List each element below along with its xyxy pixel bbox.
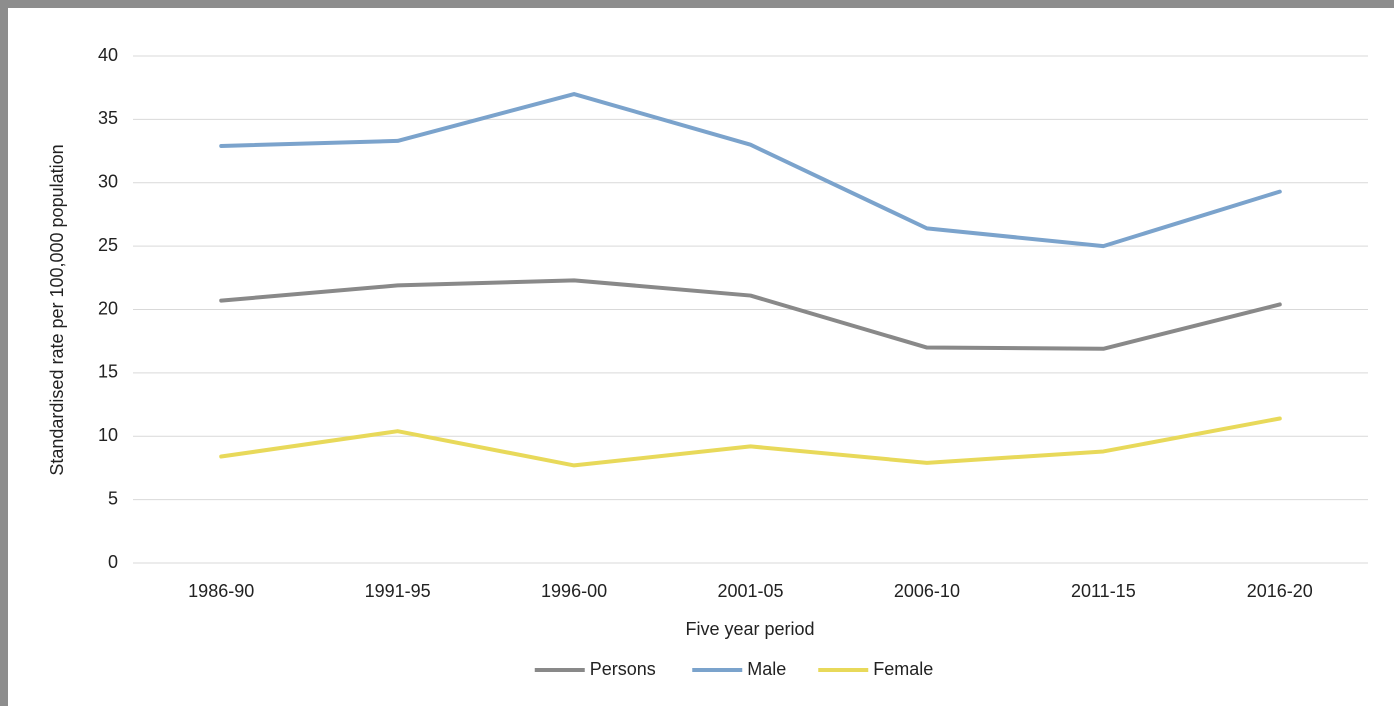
y-tick-label: 15 <box>98 362 118 382</box>
y-tick-label: 5 <box>108 488 118 508</box>
x-tick-label: 2011-15 <box>1071 581 1136 601</box>
x-tick-label: 2001-05 <box>717 581 783 601</box>
y-tick-label: 20 <box>98 298 118 318</box>
frame-left <box>0 0 8 706</box>
y-tick-label: 25 <box>98 235 118 255</box>
y-tick-label: 10 <box>98 425 118 445</box>
y-axis-title: Standardised rate per 100,000 population <box>47 144 67 475</box>
x-tick-label: 1986-90 <box>188 581 254 601</box>
series-line <box>219 416 1282 468</box>
legend-label: Male <box>747 659 786 679</box>
series-line <box>219 278 1282 351</box>
y-tick-label: 0 <box>108 552 118 572</box>
x-tick-label: 1991-95 <box>365 581 431 601</box>
x-tick-label: 1996-00 <box>541 581 607 601</box>
frame-top <box>0 0 1394 8</box>
y-tick-label: 30 <box>98 172 118 192</box>
y-tick-label: 35 <box>98 108 118 128</box>
x-tick-label: 2006-10 <box>894 581 960 601</box>
series-line <box>219 92 1282 249</box>
y-tick-label: 40 <box>98 45 118 65</box>
legend-label: Persons <box>590 659 656 679</box>
x-tick-label: 2016-20 <box>1247 581 1313 601</box>
x-axis-title: Five year period <box>685 619 814 639</box>
legend-label: Female <box>873 659 933 679</box>
